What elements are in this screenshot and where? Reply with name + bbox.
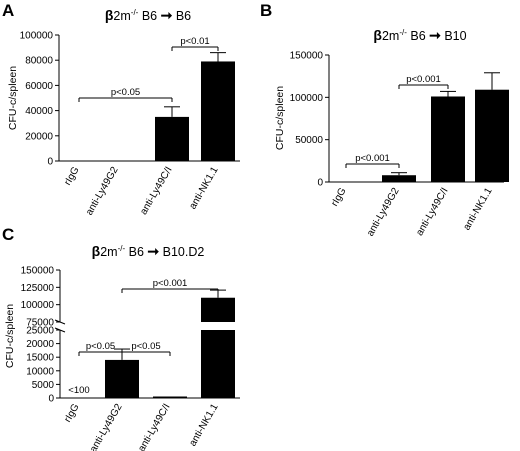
significance-bracket-c-label: p<0.05 — [86, 341, 115, 352]
significance-bracket-b-label: p<0.001 — [355, 153, 390, 164]
y-tick-label-c: 25000 — [26, 326, 54, 337]
bar-c — [153, 396, 187, 398]
y-tick-label-c: 5000 — [32, 380, 55, 391]
panel-label-a: A — [2, 1, 14, 20]
y-tick-label-a: 100000 — [20, 31, 54, 42]
b-cat-label: anti-Ly49C/I — [414, 186, 450, 238]
significance-bracket-b-label: p<0.001 — [406, 74, 441, 85]
y-tick-label-a: 60000 — [25, 81, 53, 92]
a-cat-label: anti-Ly49C/I — [138, 165, 174, 217]
chart-title-b: β2m-/- B6 ➞ B10 — [373, 27, 466, 43]
significance-bracket-c-label: p<0.05 — [131, 341, 160, 352]
y-tick-label-c: 75000 — [26, 318, 54, 329]
y-tick-label-c: 0 — [48, 394, 54, 405]
bar-b — [475, 89, 509, 182]
y-tick-label-c: 20000 — [26, 339, 54, 350]
significance-bracket-a-label: p<0.05 — [111, 87, 140, 98]
b-cat-label: anti-Ly49G2 — [365, 186, 402, 239]
y-tick-label-a: 20000 — [25, 131, 53, 142]
chart-title-c: β2m-/- B6 ➞ B10.D2 — [92, 243, 205, 259]
y-tick-label-a: 0 — [47, 157, 53, 168]
c-cat-label: anti-Ly49G2 — [88, 402, 125, 451]
significance-bracket-a-label: p<0.01 — [180, 36, 209, 47]
bar-c — [201, 297, 235, 322]
y-tick-label-b: 100000 — [290, 93, 324, 104]
y-tick-label-a: 40000 — [25, 106, 53, 117]
panel-label-c: C — [2, 225, 14, 244]
b-cat-label: rIgG — [329, 186, 348, 209]
a-cat-label: anti-NK1.1 — [187, 165, 220, 212]
y-tick-label-c: 150000 — [21, 266, 55, 277]
y-tick-label-b: 0 — [317, 178, 323, 189]
y-axis-label-a: CFU-c/spleen — [7, 66, 19, 130]
y-tick-label-b: 150000 — [290, 51, 324, 62]
y-tick-label-b: 50000 — [295, 135, 323, 146]
bar-b — [431, 96, 465, 182]
b-cat-label: anti-NK1.1 — [461, 186, 494, 233]
value-label-c: <100 — [68, 385, 89, 396]
c-cat-label: anti-Ly49C/I — [136, 402, 172, 451]
chart-title-a: β2m-/- B6 ➞ B6 — [105, 7, 191, 23]
panel-label-b: B — [260, 1, 272, 20]
y-axis-label-b: CFU-c/spleen — [274, 86, 286, 150]
y-tick-label-c: 100000 — [21, 300, 55, 311]
y-tick-label-a: 80000 — [25, 56, 53, 67]
bar-c — [105, 359, 139, 398]
c-cat-label: anti-NK1.1 — [187, 402, 220, 449]
y-axis-label-c: CFU-c/spleen — [4, 304, 16, 368]
y-tick-label-c: 10000 — [26, 366, 54, 377]
bar-a — [155, 116, 189, 161]
bar-c — [201, 330, 235, 398]
y-tick-label-c: 125000 — [21, 283, 55, 294]
a-cat-label: rIgG — [62, 165, 81, 188]
bar-a — [201, 61, 235, 161]
a-cat-label: anti-Ly49G2 — [84, 165, 121, 218]
significance-bracket-c-label: p<0.001 — [153, 278, 188, 289]
bar-b — [382, 175, 416, 182]
c-cat-label: rIgG — [62, 402, 81, 425]
y-tick-label-c: 15000 — [26, 353, 54, 364]
